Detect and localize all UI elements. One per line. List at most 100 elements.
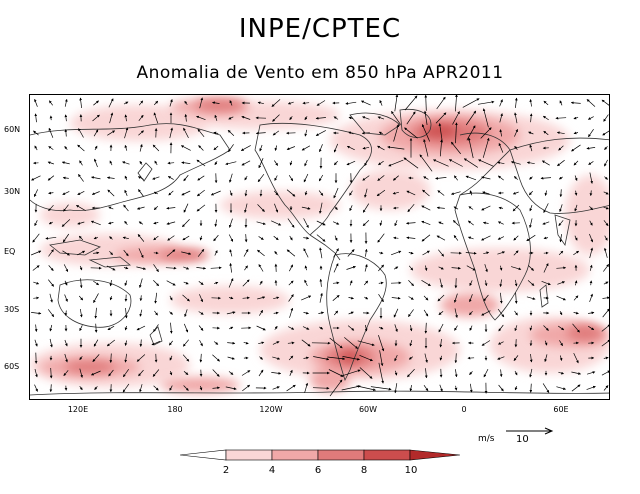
wind-vector <box>151 340 161 346</box>
wind-vector <box>196 204 206 212</box>
wind-vector <box>543 130 549 136</box>
wind-vector <box>360 100 371 106</box>
wind-vector <box>423 295 429 301</box>
wind-vector <box>408 309 414 317</box>
wind-vector <box>63 264 69 273</box>
wind-vector <box>394 383 398 394</box>
wind-vector <box>244 189 248 197</box>
wind-vector <box>153 100 159 106</box>
wind-vector <box>315 116 326 120</box>
wind-vector <box>152 176 160 180</box>
wind-vector <box>542 383 550 393</box>
wind-vector <box>109 250 113 256</box>
wind-vector <box>603 247 608 258</box>
wind-vector <box>514 325 518 332</box>
wind-vector <box>571 384 581 392</box>
wind-vector <box>408 265 414 271</box>
wind-vector <box>227 356 235 360</box>
wind-vector <box>274 325 278 330</box>
wind-vector <box>244 175 248 181</box>
wind-vector <box>138 221 144 225</box>
wind-vector <box>604 159 608 167</box>
wind-vector <box>559 234 563 243</box>
wind-vector <box>436 96 446 110</box>
wind-vector <box>242 279 250 287</box>
wind-vector <box>33 130 39 136</box>
wind-vector <box>393 236 399 240</box>
wind-vector <box>588 311 595 315</box>
wind-vector <box>454 369 458 378</box>
wind-vector <box>257 101 264 105</box>
wind-vector <box>124 340 128 346</box>
wind-vector <box>394 220 398 227</box>
wind-vector <box>439 139 443 157</box>
wind-vector <box>559 311 563 316</box>
wind-vector <box>377 233 385 243</box>
wind-vector <box>378 264 385 272</box>
wind-vector <box>168 190 174 196</box>
wind-vector <box>167 176 174 180</box>
wind-vector <box>77 190 85 196</box>
wind-vector <box>199 294 203 303</box>
wind-vector <box>108 206 114 210</box>
wind-vector <box>210 266 222 270</box>
wind-vector <box>362 203 370 213</box>
main-title: INPE/CPTEC <box>238 14 402 44</box>
wind-vector <box>274 203 279 213</box>
wind-vector <box>45 236 57 240</box>
wind-vector <box>273 190 279 196</box>
wind-vector <box>378 326 384 330</box>
wind-vector <box>453 206 459 210</box>
wind-vector <box>93 293 99 304</box>
wind-vector <box>469 190 473 196</box>
wind-vector <box>169 370 173 376</box>
wind-vector <box>378 334 385 352</box>
wind-vector <box>244 203 248 213</box>
wind-vector <box>528 265 534 271</box>
wind-vector <box>319 278 323 287</box>
wind-vector <box>94 158 98 168</box>
colorbar-segment-1 <box>225 449 273 461</box>
wind-vector <box>556 386 567 391</box>
wind-vector <box>409 340 413 347</box>
wind-vector <box>529 204 533 212</box>
wind-vector <box>214 161 218 166</box>
wind-vector <box>483 251 490 255</box>
wind-vector <box>63 204 69 212</box>
wind-vector <box>421 124 431 142</box>
wind-vector <box>240 145 251 151</box>
wind-vector <box>557 159 565 167</box>
wind-vector <box>318 190 324 196</box>
wind-vector <box>571 144 581 152</box>
wind-vector <box>242 384 251 392</box>
wind-vector <box>301 206 311 210</box>
wind-vector <box>513 355 519 361</box>
wind-vector <box>377 145 385 151</box>
wind-vector <box>228 218 233 228</box>
wind-vector <box>436 235 446 241</box>
wind-vector <box>586 99 596 107</box>
wind-vector <box>93 251 100 255</box>
wind-vector <box>513 176 518 180</box>
wind-vector <box>124 353 128 363</box>
wind-vector <box>423 138 429 157</box>
wind-vector <box>408 279 414 287</box>
wind-vector <box>319 247 323 259</box>
wind-vector <box>287 101 294 105</box>
wind-vector <box>404 127 418 139</box>
wind-vector <box>259 309 263 316</box>
wind-vector <box>407 203 415 213</box>
wind-vector <box>199 235 203 241</box>
wind-vector <box>77 250 86 256</box>
wind-vector <box>544 190 548 196</box>
wind-vector <box>404 95 418 111</box>
wind-vector <box>64 294 68 302</box>
wind-vector <box>454 353 458 364</box>
wind-vector <box>571 371 582 375</box>
wind-vector <box>184 309 188 318</box>
wind-vector <box>438 266 444 270</box>
wind-vector <box>603 206 609 210</box>
wind-vector <box>229 173 233 183</box>
wind-vector <box>153 324 159 332</box>
wind-vector <box>183 371 189 376</box>
